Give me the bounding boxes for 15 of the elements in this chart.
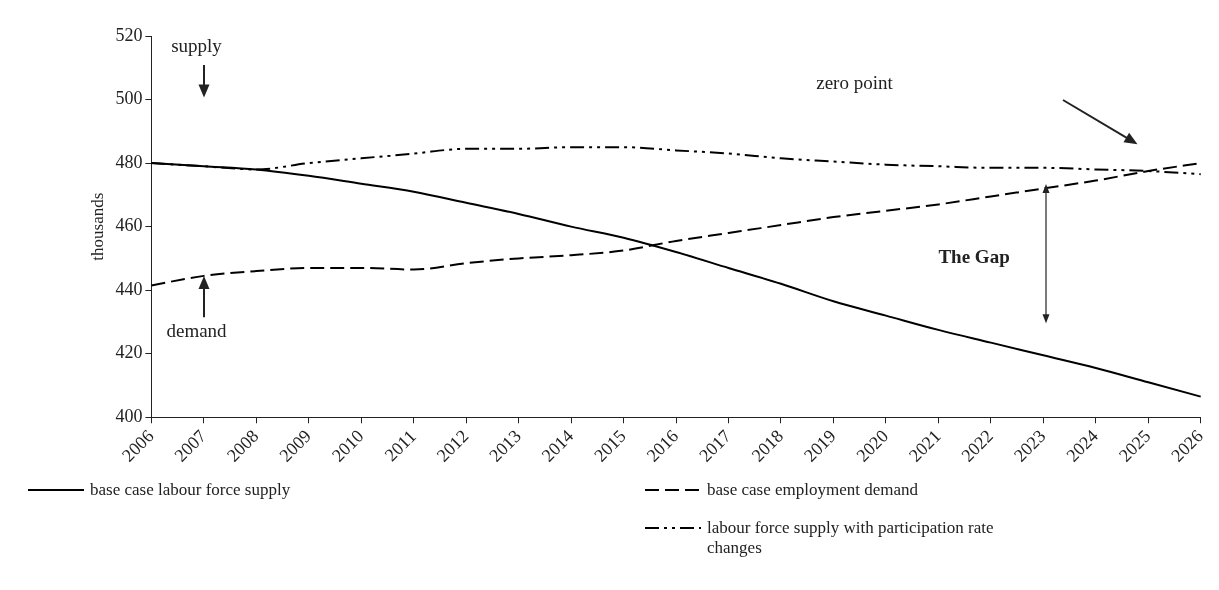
y-axis-title: thousands [87,192,107,261]
legend-label: base case labour force supply [90,480,292,500]
annotation: supply [171,35,223,57]
annotation: The Gap [938,245,1010,267]
y-tick-label: 480 [115,151,143,172]
y-tick-label: 460 [115,215,143,236]
legend-label: base case employment demand [707,480,919,500]
legend-label: labour force supply with participation rate changes [707,518,995,558]
annotation: demand [166,320,228,342]
annotation: zero point [816,71,894,93]
y-tick-label: 440 [115,278,143,299]
y-tick-label: 400 [115,406,143,427]
y-tick-label: 500 [115,88,143,109]
y-tick-label: 420 [115,342,143,363]
y-tick-label: 520 [115,24,143,45]
